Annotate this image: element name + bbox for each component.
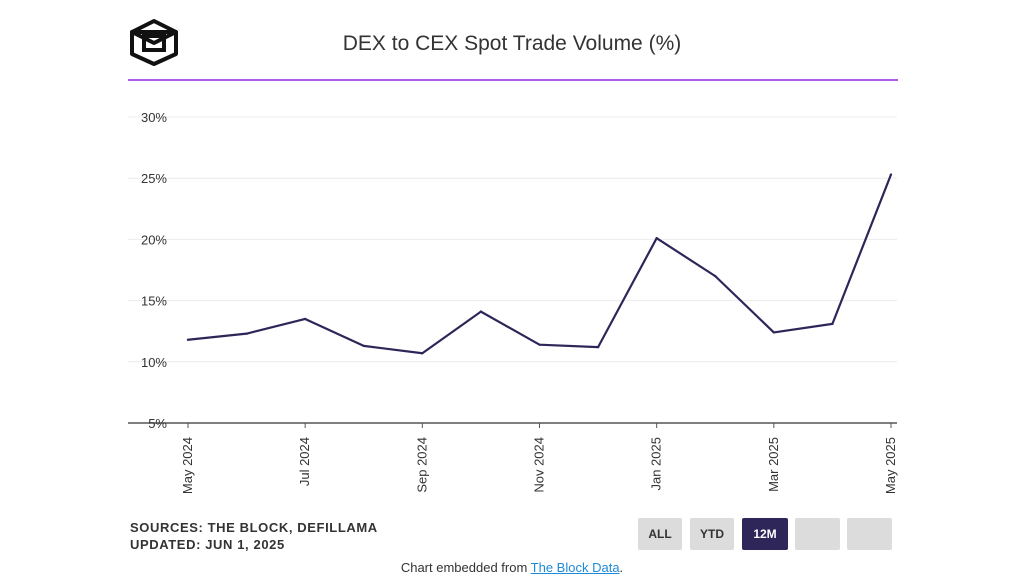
title-divider [128, 79, 898, 81]
series-line [187, 174, 893, 355]
data-point[interactable] [362, 344, 365, 348]
data-point[interactable] [245, 332, 248, 335]
y-tick-label: 10% [141, 355, 167, 370]
range-ytd-button[interactable]: YTD [690, 518, 734, 550]
data-point[interactable] [831, 322, 834, 326]
data-point[interactable] [772, 331, 776, 334]
sources-text: SOURCES: THE BLOCK, DEFILLAMA [130, 520, 378, 535]
data-point[interactable] [655, 236, 658, 240]
range-12m-button[interactable]: 12M [742, 518, 788, 550]
data-point[interactable] [714, 274, 717, 278]
the-block-data-link[interactable]: The Block Data [530, 560, 620, 575]
y-tick-label: 25% [141, 171, 167, 186]
range-all-button[interactable]: ALL [638, 518, 682, 550]
y-tick-label: 20% [141, 232, 167, 247]
x-tick-label: Nov 2024 [532, 437, 547, 493]
chart-title: DEX to CEX Spot Trade Volume (%) [342, 32, 682, 55]
y-tick-label: 15% [141, 294, 167, 309]
the-block-logo-icon [130, 19, 178, 66]
range-extra-button-2[interactable] [847, 518, 892, 550]
x-tick-label: Mar 2025 [766, 437, 781, 492]
grid-lines [128, 116, 897, 424]
data-point[interactable] [303, 317, 307, 321]
range-extra-button-1[interactable] [795, 518, 840, 550]
updated-text: UPDATED: JUN 1, 2025 [130, 537, 285, 552]
x-tick-label: May 2024 [180, 437, 195, 494]
x-tick-label: Sep 2024 [414, 437, 429, 493]
sources-block: SOURCES: THE BLOCK, DEFILLAMA UPDATED: J… [130, 519, 378, 553]
data-point[interactable] [186, 338, 190, 341]
data-point[interactable] [479, 310, 483, 313]
y-tick-label: 30% [141, 110, 167, 125]
x-tick-label: Jan 2025 [649, 437, 664, 491]
data-point[interactable] [538, 343, 541, 346]
data-point[interactable] [596, 345, 600, 349]
embed-prefix: Chart embedded from [400, 560, 531, 575]
data-point[interactable] [889, 173, 893, 176]
data-point[interactable] [421, 352, 424, 355]
x-axis-ticks: May 2024 Jul 2024 Sep 2024 Nov 2024 Jan 2025… [180, 423, 898, 494]
series-layer [186, 173, 893, 355]
embed-suffix: . [619, 560, 624, 575]
x-tick-label: May 2025 [883, 437, 898, 494]
y-axis-ticks: 30% 25% 20% 15% 10% 5% [141, 110, 167, 431]
y-tick-label: 5% [148, 416, 167, 431]
x-tick-label: Jul 2024 [297, 437, 312, 486]
embed-note: Chart embedded from The Block Data. [0, 560, 1024, 575]
